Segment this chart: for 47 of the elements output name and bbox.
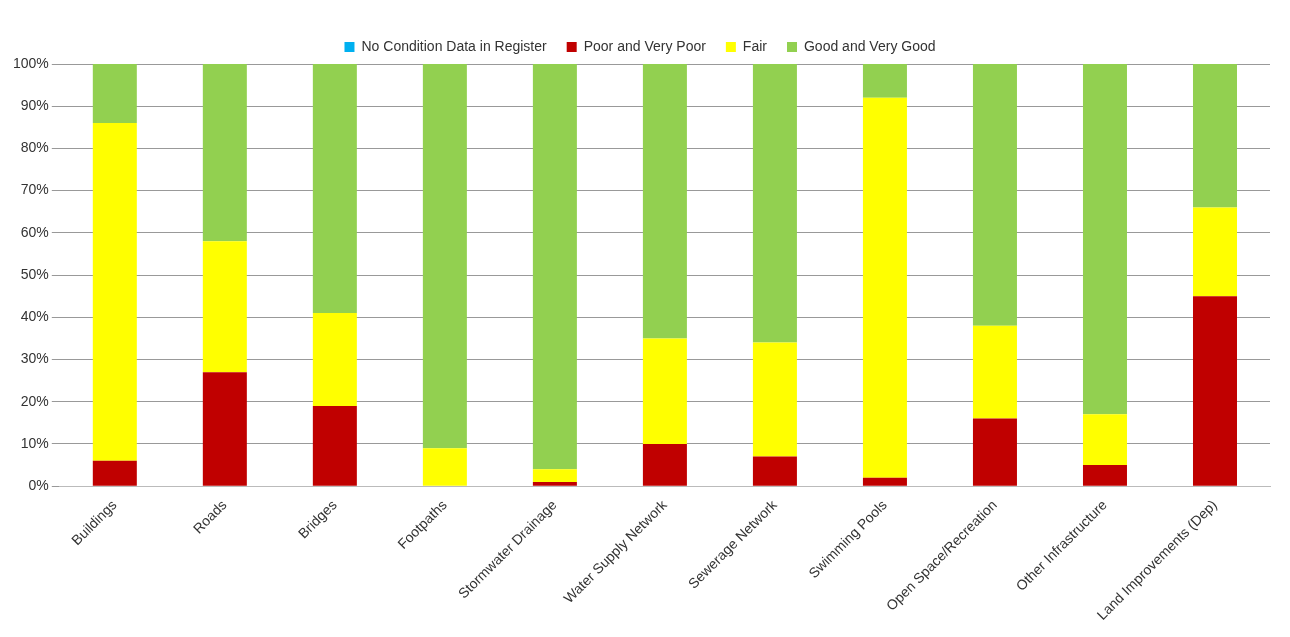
y-tick-label: 0% (28, 476, 49, 493)
bar (862, 64, 907, 98)
bar (1192, 207, 1237, 297)
bar (752, 342, 797, 457)
legend-label: No Condition Data in Register (361, 37, 548, 54)
y-tick-label: 50% (20, 265, 49, 282)
bar (1192, 296, 1237, 486)
y-tick-label: 100% (12, 54, 49, 71)
y-tick-label: 30% (20, 350, 49, 367)
bar (312, 313, 357, 406)
bar (642, 64, 687, 339)
bar (532, 64, 577, 470)
bar (312, 405, 357, 486)
bar (1082, 465, 1127, 486)
bar (532, 481, 577, 486)
bar (202, 241, 247, 373)
bar (202, 372, 247, 486)
bar (92, 64, 137, 124)
bar (972, 418, 1017, 486)
bar (92, 123, 137, 461)
bar (972, 64, 1017, 326)
bar (422, 448, 467, 486)
bar (202, 64, 247, 242)
y-tick-label: 60% (20, 223, 49, 240)
bar (1082, 64, 1127, 415)
bar (1192, 64, 1237, 208)
y-tick-label: 40% (20, 308, 49, 325)
bar (752, 456, 797, 486)
bar (862, 97, 907, 478)
y-tick-label: 10% (20, 434, 49, 451)
bar (422, 64, 467, 449)
bar (312, 64, 357, 314)
bar (642, 443, 687, 486)
legend-label: Good and Very Good (803, 37, 936, 54)
bar (752, 64, 797, 343)
bar (862, 477, 907, 486)
bar (1082, 414, 1127, 466)
legend-label: Fair (742, 37, 768, 54)
bar (642, 338, 687, 444)
y-tick-label: 80% (20, 139, 49, 156)
y-tick-label: 20% (20, 392, 49, 409)
bar (532, 469, 577, 482)
y-tick-label: 70% (20, 181, 49, 198)
bar (972, 325, 1017, 419)
bar (92, 460, 137, 486)
legend-label: Poor and Very Poor (583, 37, 707, 54)
y-tick-label: 90% (20, 97, 49, 114)
